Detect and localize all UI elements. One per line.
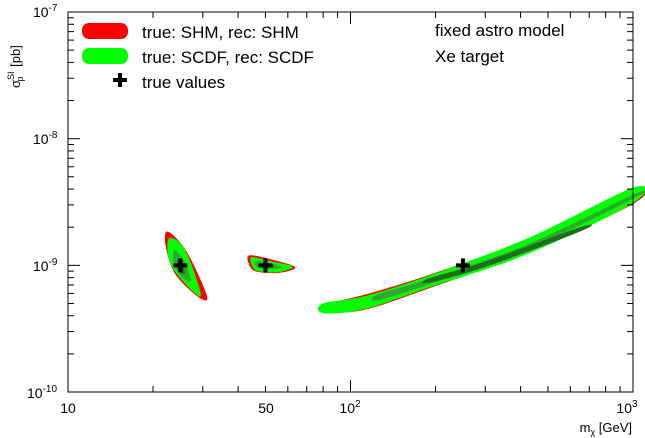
y-axis-title-main: σ xyxy=(8,80,23,88)
contour-region-core xyxy=(422,224,593,284)
x-tick-100-base: 10 xyxy=(339,400,355,416)
y-tick-label-1e-7: 10-7 xyxy=(33,3,58,20)
annotation-target: Xe target xyxy=(435,47,504,66)
legend-label-scdf: true: SCDF, rec: SCDF xyxy=(142,48,314,67)
y-axis-title: σSIp [pb] xyxy=(6,45,25,88)
legend-label-true-values: true values xyxy=(142,73,225,92)
x-tick-label-1000: 103 xyxy=(616,399,638,416)
y-tick-1e-7-base: 10 xyxy=(33,4,49,20)
y-tick-1e-8-base: 10 xyxy=(33,131,49,147)
legend-label-shm: true: SHM, rec: SHM xyxy=(142,23,299,42)
y-tick-label-1e-10: 10-10 xyxy=(27,384,57,401)
true-value-marker xyxy=(455,258,470,273)
y-axis-title-sup: SI xyxy=(6,71,16,80)
legend-swatch-shm xyxy=(82,23,128,39)
y-tick-1e-9-exp: -9 xyxy=(49,257,58,268)
x-tick-label-10: 10 xyxy=(60,400,76,416)
true-value-markers xyxy=(173,258,470,273)
y-axis-title-unit: [pb] xyxy=(8,45,23,70)
x-axis-title-main: m xyxy=(580,420,591,435)
x-tick-1000-exp: 3 xyxy=(632,399,638,410)
y-tick-1e-9-base: 10 xyxy=(33,258,49,274)
legend-marker-true-values xyxy=(113,73,127,87)
y-tick-label-1e-8: 10-8 xyxy=(33,130,58,147)
x-tick-label-50: 50 xyxy=(258,400,274,416)
y-tick-label-1e-9: 10-9 xyxy=(33,257,58,274)
plot-frame xyxy=(67,11,634,393)
contour-region-inner xyxy=(371,190,645,301)
axis-ticks xyxy=(67,11,634,393)
legend: true: SHM, rec: SHM true: SCDF, rec: SCD… xyxy=(82,23,314,92)
contour-region-outer xyxy=(317,186,645,314)
x-tick-100-exp: 2 xyxy=(355,399,361,410)
y-tick-1e-7-exp: -7 xyxy=(49,3,58,14)
legend-swatch-scdf xyxy=(82,48,128,64)
y-tick-1e-10-exp: -10 xyxy=(43,384,58,395)
annotation-astro-model: fixed astro model xyxy=(435,21,564,40)
x-tick-label-100: 102 xyxy=(339,399,361,416)
y-tick-1e-8-exp: -8 xyxy=(49,130,58,141)
true-value-marker xyxy=(258,258,273,273)
contour-regions xyxy=(164,186,645,314)
x-axis-title: mχ [GeV] xyxy=(580,420,632,437)
x-tick-1000-base: 10 xyxy=(616,400,632,416)
y-tick-1e-10-base: 10 xyxy=(27,385,43,401)
true-value-marker xyxy=(173,258,188,273)
y-axis-title-sub: p xyxy=(15,76,25,81)
x-axis-title-unit: [GeV] xyxy=(595,420,632,435)
x-axis-title-sub: χ xyxy=(590,427,595,437)
